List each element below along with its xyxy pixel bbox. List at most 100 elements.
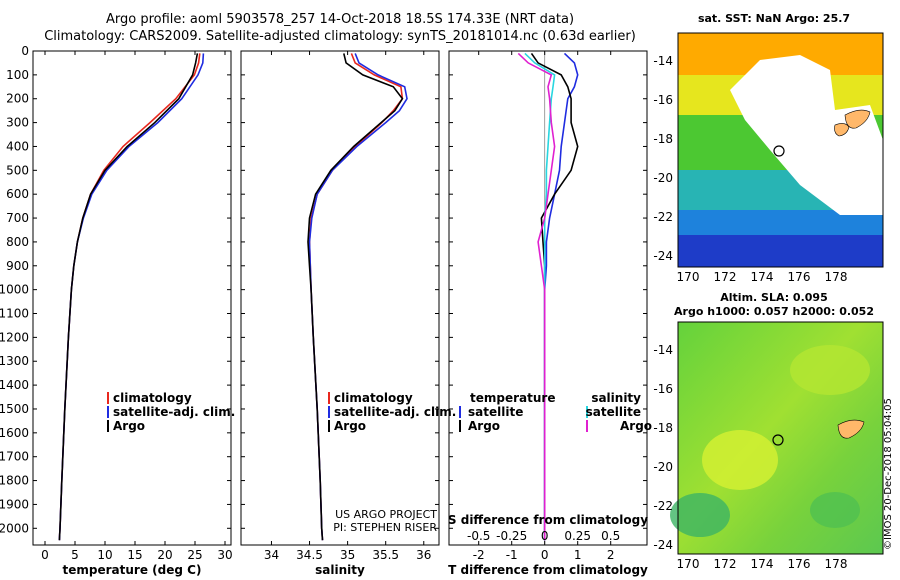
- sst-missing-data: [730, 55, 883, 215]
- legend-label-argo: Argo: [334, 419, 366, 433]
- sla-low-patch-2: [810, 492, 860, 528]
- s-tick-label: -0.25: [496, 529, 527, 543]
- depth-tick-label: 1300: [0, 354, 29, 368]
- series-line-satellite-adj-clim-: [308, 53, 408, 541]
- map-y-tick-label: -22: [653, 210, 673, 224]
- legend-label-climatology: climatology: [113, 391, 192, 405]
- map-y-tick-label: -14: [653, 343, 673, 357]
- s-tick-label: 0.25: [564, 529, 591, 543]
- map-x-tick-label: 176: [788, 557, 811, 571]
- depth-tick-label: 300: [6, 116, 29, 130]
- legend-label-satellite: satellite-adj. clim.: [334, 405, 456, 419]
- map-tick-labels: 170 172 174 176 178 -14 -16 -18 -20 -22 -24 170 172 1…: [653, 54, 847, 571]
- x-tick-label: 30: [217, 548, 232, 562]
- series-line-climatology: [58, 53, 201, 541]
- series-line-temperature-argo: [530, 52, 579, 541]
- temperature-panel-frame: [32, 50, 232, 546]
- difference-legend-temperature: temperature satellite Argo: [459, 391, 555, 433]
- figure-title-line2: Climatology: CARS2009. Satellite-adjuste…: [44, 29, 636, 44]
- sla-high-patch: [702, 430, 778, 490]
- sla-low-patch: [670, 493, 730, 537]
- legend-title-temperature: temperature: [470, 391, 555, 405]
- depth-tick-label: 500: [6, 163, 29, 177]
- series-line-salinity-satellite: [524, 52, 556, 541]
- s-tick-label: 0: [541, 529, 549, 543]
- difference-panel-frame: [448, 50, 648, 546]
- credit-pi: PI: STEPHEN RISER: [333, 521, 437, 534]
- s-tick-label: -0.5: [467, 529, 490, 543]
- depth-tick-label: 400: [6, 139, 29, 153]
- imos-timestamp: ©IMOS 20-Dec-2018 05:04:05: [883, 398, 894, 550]
- x-tick-label: 1: [574, 548, 582, 562]
- x-tick-label: 20: [157, 548, 172, 562]
- map-x-tick-label: 170: [677, 557, 700, 571]
- legend-label-argo: Argo: [113, 419, 145, 433]
- map-x-tick-label: 178: [825, 557, 848, 571]
- legend-label-t-satellite: satellite: [468, 405, 523, 419]
- depth-tick-label: 1100: [0, 307, 29, 321]
- depth-tick-label: 1800: [0, 474, 29, 488]
- map-y-tick-label: -16: [653, 382, 673, 396]
- series-line-argo: [58, 53, 199, 541]
- map-x-tick-label: 172: [714, 270, 737, 284]
- temperature-x-ticks: 0 5 10 15 20 25 30: [41, 51, 233, 562]
- salinity-legend: climatology satellite-adj. clim. Argo: [328, 391, 456, 433]
- map-x-tick-label: 174: [751, 557, 774, 571]
- map-x-tick-label: 178: [825, 270, 848, 284]
- sst-map-title: sat. SST: NaN Argo: 25.7: [698, 12, 850, 25]
- depth-tick-label: 1900: [0, 497, 29, 511]
- fiji-island: [837, 419, 865, 439]
- x-tick-label: -2: [473, 548, 485, 562]
- sla-map-frame: [677, 321, 884, 555]
- legend-label-t-argo: Argo: [468, 419, 500, 433]
- x-tick-label: 10: [97, 548, 112, 562]
- x-tick-label: 35.5: [372, 548, 399, 562]
- depth-tick-label: 1400: [0, 378, 29, 392]
- depth-tick-label: 200: [6, 92, 29, 106]
- salinity-xlabel: salinity: [315, 563, 365, 577]
- temperature-lines: [58, 53, 205, 541]
- sla-high-patch-2: [790, 345, 870, 395]
- salinity-panel-frame: [240, 50, 440, 546]
- series-line-satellite-adj-clim-: [58, 53, 205, 541]
- map-y-tick-label: -24: [653, 249, 673, 263]
- map-y-tick-label: -16: [653, 93, 673, 107]
- map-x-tick-label: 172: [714, 557, 737, 571]
- sst-map: [677, 32, 884, 268]
- depth-tick-label: 1500: [0, 402, 29, 416]
- legend-label-climatology: climatology: [334, 391, 413, 405]
- sla-map-title1: Altim. SLA: 0.095: [720, 291, 827, 304]
- depth-tick-label: 0: [21, 44, 29, 58]
- legend-label-s-argo: Argo: [620, 419, 652, 433]
- x-tick-label: 35: [340, 548, 355, 562]
- difference-legend-salinity: salinity satellite Argo: [586, 391, 652, 433]
- depth-tick-label: 1700: [0, 450, 29, 464]
- map-x-tick-label: 174: [751, 270, 774, 284]
- x-tick-label: 15: [127, 548, 142, 562]
- depth-tick-label: 1000: [0, 283, 29, 297]
- map-y-tick-label: -14: [653, 54, 673, 68]
- legend-label-s-satellite: satellite: [586, 405, 641, 419]
- argo-location-marker: [772, 434, 784, 446]
- depth-tick-label: 900: [6, 259, 29, 273]
- sla-map-title2: Argo h1000: 0.057 h2000: 0.052: [674, 305, 874, 318]
- depth-tick-label: 700: [6, 211, 29, 225]
- temperature-xlabel: temperature (deg C): [63, 563, 202, 577]
- x-tick-label: 2: [607, 548, 615, 562]
- depth-axis-labels: 0 100 200 300 400 500 600 700 800 900 1000 1100 1200…: [0, 44, 647, 535]
- salinity-lines: [307, 53, 408, 541]
- map-y-tick-label: -22: [653, 499, 673, 513]
- series-line-argo: [307, 53, 404, 541]
- x-tick-label: -1: [506, 548, 518, 562]
- map-x-tick-label: 176: [788, 270, 811, 284]
- s-difference-label: S difference from climatology: [448, 513, 648, 527]
- argo-location-marker: [773, 145, 785, 157]
- x-tick-label: 0: [41, 548, 49, 562]
- series-line-salinity-argo: [517, 52, 556, 541]
- map-x-tick-label: 170: [677, 270, 700, 284]
- depth-tick-label: 100: [6, 68, 29, 82]
- map-y-tick-label: -18: [653, 132, 673, 146]
- figure-title-line1: Argo profile: aoml 5903578_257 14-Oct-20…: [105, 12, 575, 27]
- depth-tick-label: 1600: [0, 426, 29, 440]
- s-tick-label: 0.5: [601, 529, 620, 543]
